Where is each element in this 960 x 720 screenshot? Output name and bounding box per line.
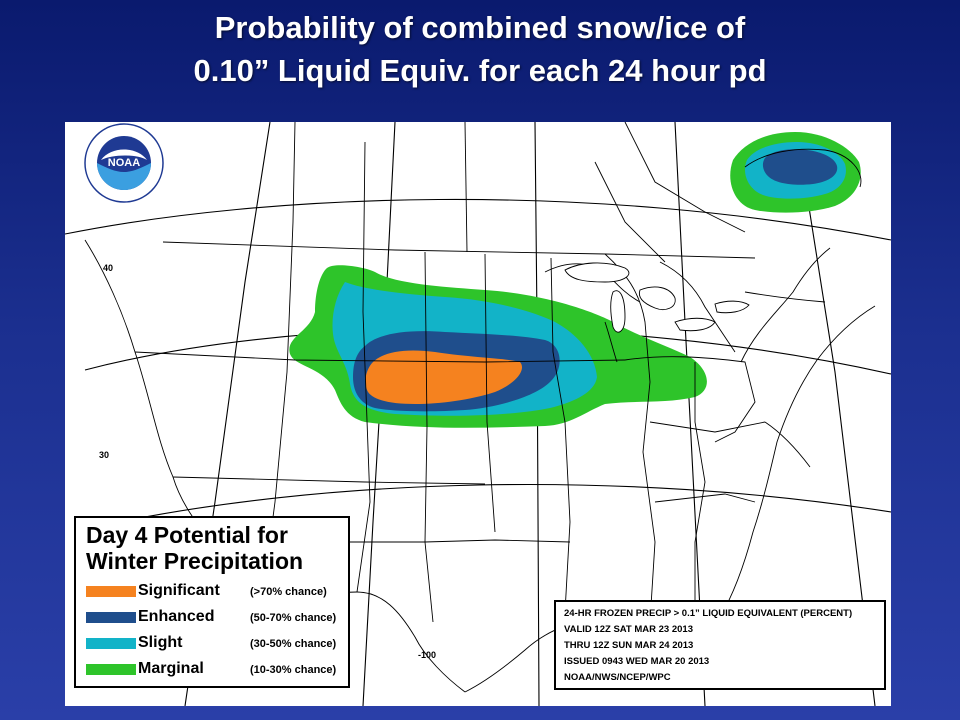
slide-title-line1: Probability of combined snow/ice of — [214, 10, 746, 45]
legend-label-enhanced: Enhanced — [138, 608, 215, 625]
legend-title: Day 4 Potential for Winter Precipitation — [86, 522, 303, 574]
info-line-source: NOAA/NWS/NCEP/WPC — [564, 672, 671, 683]
noaa-logo-text: NOAA — [108, 157, 140, 169]
legend-range-enhanced: (50-70% chance) — [250, 612, 337, 624]
noaa-logo-icon: NOAA — [84, 123, 164, 203]
legend-swatch-marginal — [86, 664, 136, 675]
latitude-label-40: 40 — [103, 263, 114, 273]
legend-item-marginal: Marginal (10-30% chance) — [84, 658, 346, 680]
significant-area — [365, 350, 523, 404]
legend-label-slight: Slight — [138, 634, 183, 651]
info-line-product: 24-HR FROZEN PRECIP > 0.1” LIQUID EQUIVA… — [564, 608, 853, 619]
great-lakes — [564, 262, 750, 333]
legend-item-enhanced: Enhanced (50-70% chance) — [84, 606, 346, 628]
legend-range-marginal: (10-30% chance) — [250, 664, 337, 676]
legend-title-line1: Day 4 Potential for — [86, 522, 288, 548]
legend-swatch-significant — [86, 586, 136, 597]
legend-swatch-slight — [86, 638, 136, 649]
legend-label-significant: Significant — [138, 582, 220, 599]
slide-title-line2: 0.10” Liquid Equiv. for each 24 hour pd — [193, 53, 767, 88]
legend-range-slight: (30-50% chance) — [250, 638, 337, 650]
longitude-label-minus100: -100 — [418, 650, 437, 660]
info-line-valid: VALID 12Z SAT MAR 23 2013 — [564, 624, 693, 635]
forecast-info-box: 24-HR FROZEN PRECIP > 0.1” LIQUID EQUIVA… — [554, 600, 886, 690]
legend: Day 4 Potential for Winter Precipitation… — [74, 516, 350, 688]
legend-range-significant: (>70% chance) — [250, 586, 327, 598]
legend-swatch-enhanced — [86, 612, 136, 623]
legend-label-marginal: Marginal — [138, 660, 204, 677]
legend-title-line2: Winter Precipitation — [86, 548, 304, 574]
info-line-thru: THRU 12Z SUN MAR 24 2013 — [564, 640, 694, 651]
latitude-label-30: 30 — [99, 450, 110, 460]
forecast-map: 40 30 -100 Day 4 Potential for Winter Pr… — [65, 122, 891, 706]
map-graphic — [65, 122, 891, 706]
legend-item-slight: Slight (30-50% chance) — [84, 632, 346, 654]
info-line-issued: ISSUED 0943 WED MAR 20 2013 — [564, 656, 710, 667]
legend-item-significant: Significant (>70% chance) — [84, 580, 346, 602]
slide-title: Probability of combined snow/ice of 0.10… — [0, 6, 960, 92]
